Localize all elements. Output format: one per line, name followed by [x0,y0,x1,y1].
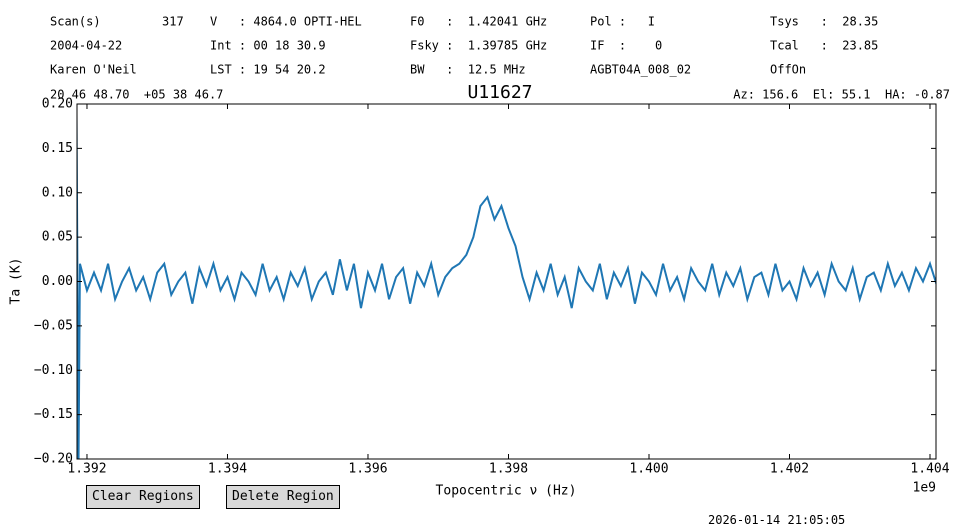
x-tick-label: 1.400 [629,462,668,477]
y-tick-label: 0.05 [42,230,73,245]
x-tick-label: 1.402 [770,462,809,477]
y-axis-label: Ta (K) [9,258,24,305]
header-field: Karen O'Neil [50,63,137,77]
x-offset-label: 1e9 [913,481,936,496]
header-field: LST : 19 54 20.2 [210,63,326,77]
header-field: 317 [162,15,184,29]
header-field: F0 : 1.42041 GHz [410,15,547,29]
header-field: OffOn [770,63,806,77]
plot-frame [76,103,937,460]
y-tick-label: −0.20 [34,452,73,467]
header-field: BW : 12.5 MHz [410,63,526,77]
x-tick-label: 1.396 [348,462,387,477]
clear-regions-button[interactable]: Clear Regions [86,485,200,509]
x-tick-label: 1.394 [208,462,247,477]
header-field: Fsky : 1.39785 GHz [410,39,547,53]
header-field: Scan(s) [50,15,101,29]
delete-region-button[interactable]: Delete Region [226,485,340,509]
header-field: V : 4864.0 OPTI-HEL [210,15,362,29]
timestamp: 2026-01-14 21:05:05 [708,513,846,527]
y-tick-label: −0.05 [34,318,73,333]
y-tick-label: 0.10 [42,185,73,200]
header-field: Int : 00 18 30.9 [210,39,326,53]
header-field: AGBT04A_008_02 [590,63,691,77]
y-tick-label: −0.10 [34,363,73,378]
spectrum-line [77,104,936,459]
pointing: Az: 156.6 El: 55.1 HA: -0.87 [733,88,950,102]
coordinates: 20 46 48.70 +05 38 46.7 [50,88,223,102]
header-field: Pol : I [590,15,655,29]
y-tick-label: 0.00 [42,274,73,289]
y-tick-label: −0.15 [34,407,73,422]
x-tick-label: 1.392 [67,462,106,477]
x-tick-label: 1.404 [910,462,949,477]
x-tick-label: 1.398 [489,462,528,477]
header-field: 2004-04-22 [50,39,122,53]
header-field: Tsys : 28.35 [770,15,878,29]
header-field: Tcal : 23.85 [770,39,878,53]
chart-title: U11627 [467,82,532,103]
y-tick-label: 0.15 [42,141,73,156]
header-field: IF : 0 [590,39,662,53]
y-tick-label: 0.20 [42,97,73,112]
x-axis-label: Topocentric ν (Hz) [436,484,577,499]
